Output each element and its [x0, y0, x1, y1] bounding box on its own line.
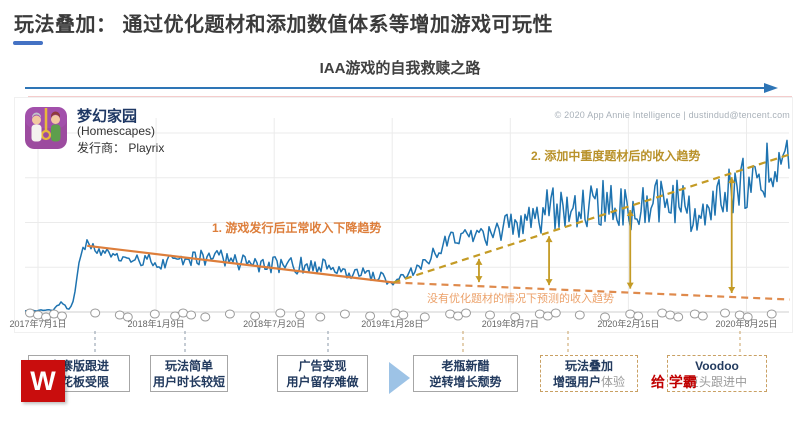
flow-box-line: Voodoo — [695, 358, 739, 373]
gap-arrow-head — [545, 279, 553, 286]
x-axis-tick-label: 2018年7月20日 — [243, 319, 306, 329]
x-axis-tick-label: 2018年1月9日 — [127, 319, 185, 329]
x-axis: 2017年7月1日 2018年1月9日 2018年7月20日 2019年1月28日 20… — [0, 317, 800, 331]
gap-arrow-head — [475, 258, 483, 265]
gap-arrow-head — [545, 236, 553, 243]
homescapes-app-icon — [25, 107, 67, 149]
update-marker-icon — [633, 311, 644, 321]
update-marker-icon — [461, 308, 471, 318]
watermark-stamp-text: 给 学霸 — [651, 374, 697, 390]
update-marker-icon — [186, 310, 197, 320]
update-marker-icon — [742, 312, 753, 322]
connector-dashes — [94, 331, 741, 355]
update-marker-icon — [510, 312, 521, 322]
x-axis-tick-label: 2019年1月28日 — [361, 319, 424, 329]
app-name-english: (Homescapes) — [77, 124, 156, 138]
update-marker-icon — [697, 311, 708, 321]
flow-box-reverse-decline: 老瓶新醋 逆转增长颓势 — [413, 355, 518, 392]
flow-box-gameplay-stacking: 玩法叠加 增强用户体验 — [540, 355, 638, 392]
update-marker-icon — [250, 311, 261, 321]
update-marker-icon — [574, 310, 585, 320]
update-marker-icon — [720, 308, 730, 318]
update-marker-icon — [485, 310, 495, 320]
update-marker-icon — [398, 310, 409, 320]
title-accent-dash — [13, 41, 43, 45]
trend-predicted-without-optimization — [393, 281, 790, 301]
gap-arrow-head — [475, 276, 483, 283]
gap-arrow-head — [728, 177, 736, 184]
chart-subtitle: IAA游戏的自我救赎之路 — [319, 60, 481, 77]
gap-arrow-head — [626, 209, 634, 216]
flow-box-line: 玩法简单 — [164, 358, 213, 373]
watermark-logo: W — [21, 360, 65, 402]
update-marker-icon — [275, 308, 286, 318]
flow-box-line: 用户时长较短 — [152, 374, 225, 389]
x-axis-tick-label: 2017年7月1日 — [9, 319, 67, 329]
update-marker-icon — [339, 309, 350, 319]
timeline-arrow — [25, 83, 778, 93]
flow-box-ad-monetization: 广告变现 用户留存难做 — [277, 355, 368, 392]
annotation-launch-decline: 1. 游戏发行后正常收入下降趋势 — [212, 221, 382, 235]
update-marker-icon — [766, 309, 777, 319]
x-axis-tick-label: 2020年2月15日 — [597, 319, 660, 329]
update-marker-icon — [200, 312, 211, 322]
update-marker-icon — [419, 312, 430, 322]
trend-growth-after-theme-update — [393, 153, 790, 284]
flow-box-line: 广告变现 — [298, 358, 347, 373]
revenue-line — [24, 139, 790, 312]
annotation-predicted-trend: 没有优化题材的情况下预测的收入趋势 — [427, 293, 614, 305]
app-publisher: 发行商： Playrix — [77, 141, 165, 155]
trend-launch-decline — [87, 244, 394, 284]
flow-box-voodoo: Voodoo 巨头跟进中 — [667, 355, 767, 392]
update-marker-icon — [122, 312, 133, 322]
page-title: 玩法叠加： 通过优化题材和添加数值体系等增加游戏可玩性 — [14, 14, 554, 36]
x-axis-tick-label: 2020年8月25日 — [715, 319, 778, 329]
update-marker-icon — [365, 311, 376, 321]
flow-box-line: 增强用户体验 — [552, 374, 626, 389]
watermark-rule — [28, 96, 792, 97]
x-axis-tick-label: 2019年8月7日 — [481, 319, 539, 329]
flow-box-line: 巨头跟进中 — [686, 374, 747, 389]
update-marker-icon — [90, 308, 101, 318]
flow-box-line: 逆转增长颓势 — [429, 374, 502, 389]
flow-box-line: 玩法叠加 — [564, 358, 613, 373]
flow-box-line: 用户留存难做 — [286, 374, 359, 389]
flow-arrow-icon — [389, 362, 410, 394]
flow-box-simple-gameplay: 玩法简单 用户时长较短 — [150, 355, 228, 392]
update-marker-icon — [224, 309, 235, 319]
gap-arrow-head — [728, 286, 736, 293]
update-marker-icon — [550, 308, 561, 318]
update-marker-icon — [149, 309, 160, 319]
update-marker-icon — [57, 311, 67, 321]
update-marker-icon — [673, 312, 684, 322]
update-marker-icon — [315, 312, 326, 322]
gap-arrow-head — [626, 282, 634, 289]
annotation-theme-growth: 2. 添加中重度题材后的收入趋势 — [531, 149, 701, 163]
copyright-note: © 2020 App Annie Intelligence | dustindu… — [554, 110, 790, 120]
flow-box-line: 老瓶新醋 — [441, 358, 490, 373]
app-name: 梦幻家园 — [77, 108, 138, 125]
update-marker-icon — [600, 312, 610, 322]
update-marker-icon — [295, 310, 305, 320]
